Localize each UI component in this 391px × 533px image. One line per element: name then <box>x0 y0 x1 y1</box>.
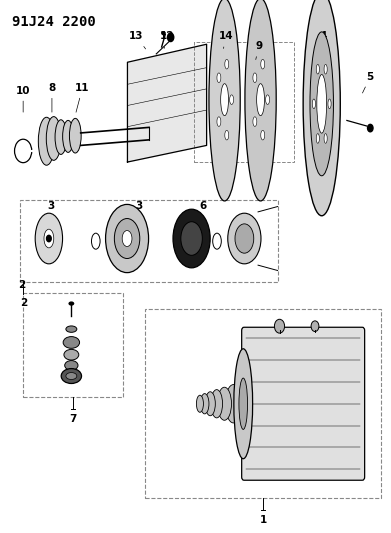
Ellipse shape <box>173 209 210 268</box>
Ellipse shape <box>253 117 257 126</box>
Ellipse shape <box>213 233 221 249</box>
Ellipse shape <box>196 395 203 413</box>
Ellipse shape <box>63 337 80 349</box>
FancyBboxPatch shape <box>242 327 365 480</box>
Ellipse shape <box>316 134 319 143</box>
Ellipse shape <box>61 368 81 383</box>
Ellipse shape <box>217 73 221 83</box>
Ellipse shape <box>328 99 331 109</box>
Ellipse shape <box>70 118 81 153</box>
Ellipse shape <box>63 120 74 152</box>
Text: 5: 5 <box>362 71 374 93</box>
Text: 7: 7 <box>70 414 77 424</box>
Ellipse shape <box>256 84 264 116</box>
Ellipse shape <box>35 213 63 264</box>
Text: 91J24 2200: 91J24 2200 <box>12 15 95 29</box>
Text: 14: 14 <box>219 31 234 49</box>
Ellipse shape <box>230 95 233 104</box>
Ellipse shape <box>245 0 276 201</box>
Polygon shape <box>127 44 206 162</box>
Circle shape <box>274 319 285 333</box>
Ellipse shape <box>55 120 67 155</box>
Ellipse shape <box>225 59 229 69</box>
Ellipse shape <box>228 213 261 264</box>
Circle shape <box>368 124 373 132</box>
Ellipse shape <box>316 64 319 74</box>
Ellipse shape <box>324 64 327 74</box>
Text: 8: 8 <box>48 83 56 112</box>
Ellipse shape <box>211 390 222 418</box>
Ellipse shape <box>225 385 242 423</box>
Ellipse shape <box>253 73 257 83</box>
Ellipse shape <box>209 0 240 201</box>
Ellipse shape <box>265 95 269 104</box>
Ellipse shape <box>181 222 203 255</box>
Ellipse shape <box>217 117 221 126</box>
Text: 2: 2 <box>18 280 25 290</box>
Text: 1: 1 <box>259 515 267 526</box>
Ellipse shape <box>161 31 166 35</box>
Text: 3: 3 <box>47 200 54 211</box>
Ellipse shape <box>91 233 100 249</box>
Ellipse shape <box>46 117 61 160</box>
Ellipse shape <box>68 301 74 305</box>
Ellipse shape <box>65 360 78 370</box>
Ellipse shape <box>114 219 140 259</box>
Circle shape <box>47 236 51 241</box>
Ellipse shape <box>317 75 326 133</box>
Ellipse shape <box>38 117 55 165</box>
Text: 4: 4 <box>320 31 327 51</box>
Ellipse shape <box>234 349 253 459</box>
Ellipse shape <box>303 0 340 216</box>
Ellipse shape <box>261 59 265 69</box>
Text: 13: 13 <box>129 31 145 49</box>
Ellipse shape <box>106 204 149 273</box>
Ellipse shape <box>44 229 54 248</box>
Ellipse shape <box>312 99 316 109</box>
Text: 10: 10 <box>16 85 30 112</box>
Circle shape <box>167 33 174 42</box>
Circle shape <box>311 321 319 332</box>
Ellipse shape <box>225 131 229 140</box>
Ellipse shape <box>66 373 77 379</box>
Text: 3: 3 <box>135 200 142 211</box>
Ellipse shape <box>235 224 254 253</box>
Text: 2: 2 <box>20 298 27 309</box>
Text: 6: 6 <box>200 200 207 211</box>
Text: 12: 12 <box>160 31 174 49</box>
Ellipse shape <box>66 326 77 333</box>
Ellipse shape <box>310 32 334 176</box>
Ellipse shape <box>205 392 215 416</box>
Ellipse shape <box>221 84 228 116</box>
Ellipse shape <box>64 350 79 360</box>
Text: 11: 11 <box>75 83 90 112</box>
Ellipse shape <box>217 387 231 420</box>
Ellipse shape <box>324 134 327 143</box>
Text: 9: 9 <box>255 41 262 60</box>
Ellipse shape <box>200 393 209 414</box>
Ellipse shape <box>122 230 132 246</box>
Ellipse shape <box>261 131 265 140</box>
Ellipse shape <box>239 378 248 430</box>
